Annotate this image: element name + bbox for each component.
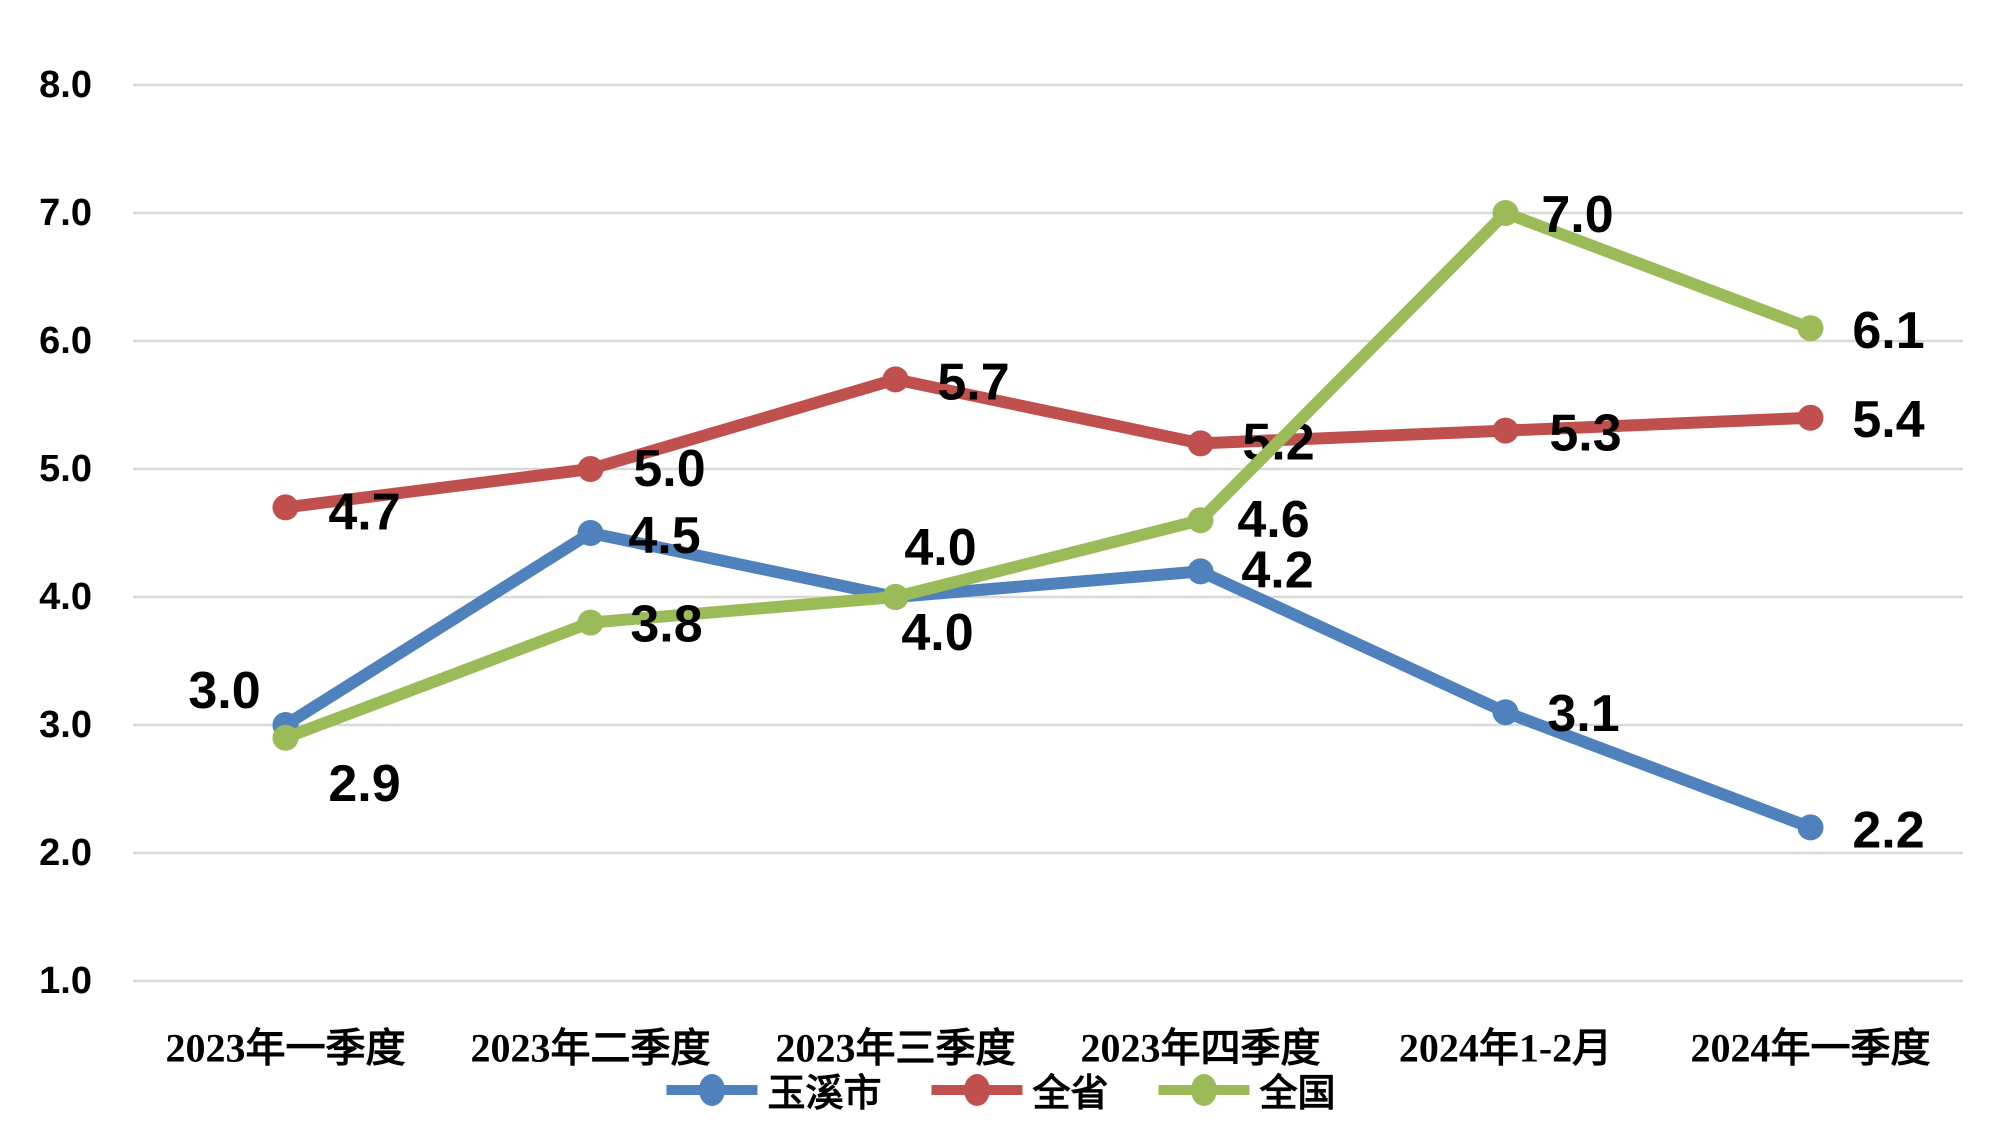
chart-legend: 玉溪市 全省 全国 [664, 1062, 1336, 1117]
data-point [272, 494, 299, 521]
y-axis-tick-label: 5.0 [39, 448, 92, 490]
x-axis-tick-label: 2023年一季度 [166, 1026, 406, 1071]
legend-item: 玉溪市 [664, 1062, 881, 1117]
x-axis-tick-label: 2024年1-2月 [1399, 1026, 1612, 1071]
data-label: 4.5 [628, 507, 700, 565]
data-point [1187, 558, 1214, 585]
data-point [577, 609, 604, 636]
data-label: 2.9 [328, 755, 400, 813]
legend-series-label: 玉溪市 [767, 1073, 882, 1115]
line-marker-icon [1158, 1073, 1250, 1106]
y-axis-tick-label: 2.0 [39, 832, 92, 874]
data-point [882, 584, 909, 610]
data-point [1187, 430, 1214, 457]
data-label: 4.7 [328, 483, 400, 541]
line-marker-icon [666, 1073, 758, 1106]
series-line-1 [279, 373, 1817, 514]
data-label: 5.0 [633, 440, 705, 498]
data-point [1797, 315, 1824, 342]
data-label: 5.4 [1852, 391, 1924, 449]
y-axis-tick-label: 8.0 [39, 64, 92, 106]
data-label: 3.0 [188, 662, 260, 720]
data-point [272, 724, 299, 751]
data-point [577, 456, 604, 482]
data-label: 3.8 [630, 596, 702, 654]
y-axis-tick-label: 6.0 [39, 320, 92, 362]
y-axis-tick-label: 7.0 [39, 192, 92, 234]
legend-item: 全国 [1157, 1062, 1336, 1117]
x-axis-tick-label: 2023年二季度 [471, 1026, 711, 1071]
data-label: 4.0 [904, 519, 976, 577]
legend-item: 全省 [929, 1062, 1109, 1117]
data-label: 5.3 [1549, 405, 1621, 463]
data-label: 3.1 [1547, 685, 1619, 743]
x-axis-tick-label: 2023年四季度 [1081, 1026, 1321, 1071]
data-label: 6.1 [1852, 302, 1924, 360]
line-marker-icon [931, 1073, 1023, 1106]
data-label: 4.2 [1241, 541, 1313, 599]
data-point [882, 366, 909, 393]
legend-series-label: 全省 [1032, 1073, 1109, 1115]
data-point [577, 520, 604, 546]
data-point [1797, 814, 1824, 841]
x-axis-tick-label: 2024年一季度 [1691, 1026, 1931, 1071]
data-point [1492, 200, 1519, 226]
x-axis-tick-label: 2023年三季度 [776, 1026, 1016, 1071]
data-label: 4.6 [1237, 491, 1309, 549]
data-label: 5.7 [937, 353, 1009, 411]
data-point [1797, 404, 1824, 431]
legend-series-label: 全国 [1259, 1073, 1336, 1115]
y-axis-tick-label: 3.0 [39, 704, 92, 746]
y-axis-tick-label: 4.0 [39, 576, 92, 618]
data-label: 4.0 [901, 604, 973, 662]
y-axis-tick-label: 1.0 [39, 960, 92, 1002]
data-point [1187, 507, 1214, 534]
data-point [1492, 699, 1519, 726]
data-label: 2.2 [1852, 801, 1924, 859]
series-line-0 [279, 527, 1817, 834]
data-point [1492, 417, 1519, 444]
data-label: 7.0 [1541, 186, 1613, 244]
series-line-2 [279, 207, 1817, 744]
